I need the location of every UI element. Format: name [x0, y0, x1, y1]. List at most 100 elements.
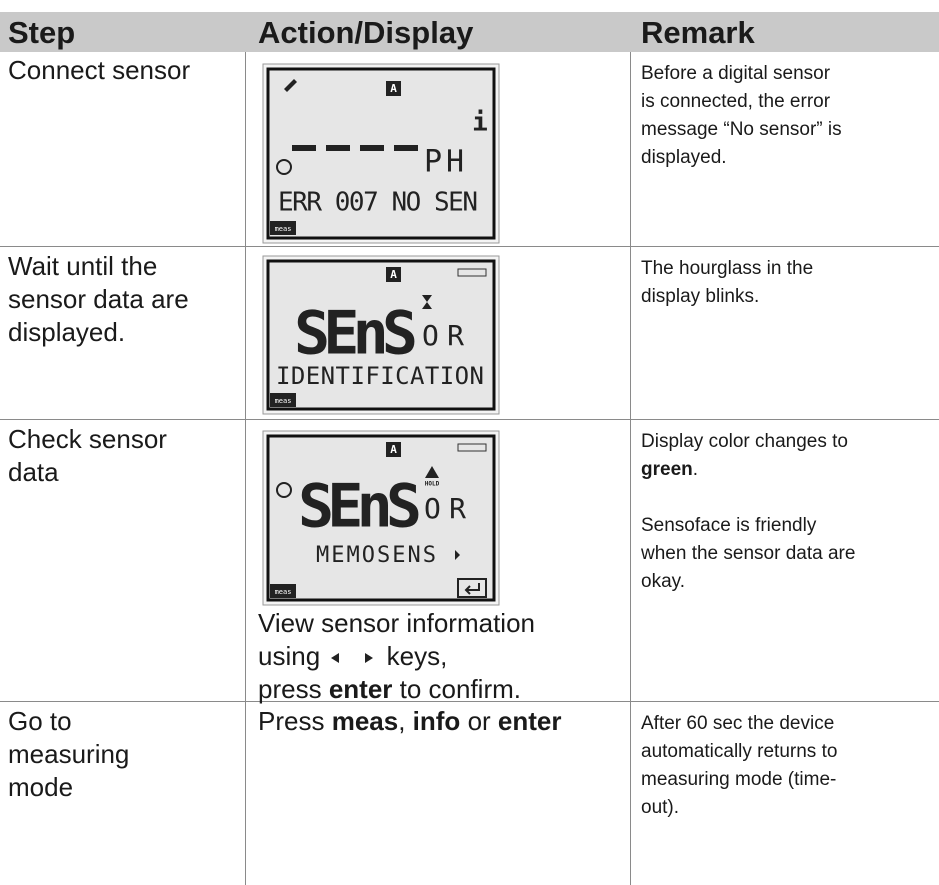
action-cell: Press meas, info or enter	[258, 705, 562, 738]
lcd-channel: A	[390, 82, 397, 95]
step-cell: Check sensor data	[8, 423, 167, 489]
action-text: Press	[258, 706, 325, 736]
remark-text: .	[692, 459, 699, 480]
remark-line: automatically returns to	[641, 741, 838, 762]
step-line: mode	[8, 772, 74, 802]
lcd-main: SEnS	[298, 472, 422, 542]
step-line: data	[8, 457, 59, 487]
lcd-mode: meas	[275, 397, 292, 405]
lcd-hourglass	[422, 295, 432, 309]
remark-line: Before a digital sensor	[641, 63, 831, 84]
lcd-main: SEnS	[294, 299, 418, 369]
arrow-keys-icon	[331, 653, 374, 664]
action-text: using	[258, 641, 321, 671]
column-divider	[245, 52, 246, 885]
step-cell: Wait until the sensor data are displayed…	[8, 250, 189, 349]
action-key: enter	[497, 706, 562, 736]
lcd-display: A i PH ERR 007 NO SEN meas	[262, 63, 500, 244]
row-divider	[0, 246, 939, 247]
lcd-channel: A	[390, 443, 397, 456]
remark-line: display blinks.	[641, 286, 760, 307]
action-cell: View sensor information using keys, pres…	[258, 607, 535, 706]
action-key: enter	[328, 674, 393, 704]
header-cell: Action/Display	[258, 15, 474, 50]
remark-line: out).	[641, 797, 680, 818]
lcd-dash	[326, 145, 350, 151]
action-text: ,	[398, 706, 406, 736]
lcd-mode: meas	[275, 588, 292, 596]
action-text: to confirm.	[399, 674, 521, 704]
spacer	[641, 484, 855, 512]
remark-line: okay.	[641, 571, 686, 592]
lcd-message: ERR 007 NO SEN	[278, 188, 478, 218]
lcd-message: IDENTIFICATION	[276, 362, 484, 390]
step-line: sensor data are	[8, 284, 189, 314]
action-line: View sensor information	[258, 608, 535, 638]
lcd-mode-box	[270, 584, 296, 598]
step-cell: Connect sensor	[8, 54, 190, 87]
action-key: info	[412, 706, 461, 736]
remark-cell: Before a digital sensor is connected, th…	[641, 60, 842, 172]
lcd-dash	[394, 145, 418, 151]
lcd-dash	[292, 145, 316, 151]
action-key: meas	[331, 706, 399, 736]
row-divider	[0, 701, 939, 702]
action-line: press enter to confirm.	[258, 673, 535, 706]
lcd-display: A SEnS OR IDENTIFICATION meas	[262, 255, 500, 415]
remark-line: The hourglass in the	[641, 258, 814, 279]
lcd-enter-icon	[464, 583, 480, 595]
action-text: keys,	[386, 641, 448, 671]
lcd-mode: meas	[275, 225, 292, 233]
remark-line: Display color changes to	[641, 431, 848, 452]
lcd-screen	[266, 67, 496, 240]
lcd-sensoface	[276, 159, 292, 175]
lcd-arrow	[455, 550, 460, 560]
row-divider	[0, 419, 939, 420]
remark-line: message “No sensor” is	[641, 119, 842, 140]
lcd-channel: A	[390, 268, 397, 281]
lcd-icon	[386, 81, 401, 96]
step-line: Connect sensor	[8, 55, 191, 85]
lcd-sensoface	[276, 482, 292, 498]
lcd-icon	[457, 443, 487, 452]
lcd-mode-box	[270, 393, 296, 407]
lcd-icon	[386, 267, 401, 282]
remark-cell: The hourglass in the display blinks.	[641, 255, 813, 311]
remark-line: displayed.	[641, 147, 727, 168]
lcd-icon	[284, 79, 297, 92]
lcd-dash	[360, 145, 384, 151]
lcd-icon	[386, 442, 401, 457]
step-line: Wait until the	[8, 251, 158, 281]
remark-bold: green	[641, 459, 693, 480]
lcd-screen	[266, 434, 496, 602]
remark-cell: Display color changes to green. Sensofac…	[641, 428, 855, 596]
lcd-info: i	[472, 108, 488, 138]
arrow-icon	[331, 653, 374, 664]
step-cell: Go to measuring mode	[8, 705, 129, 804]
remark-line: when the sensor data are	[641, 543, 856, 564]
action-text: or	[467, 706, 491, 736]
step-line: Check sensor	[8, 424, 167, 454]
remark-line: After 60 sec the device	[641, 713, 835, 734]
lcd-screen	[266, 259, 496, 411]
action-text: press	[258, 674, 322, 704]
lcd-icon	[425, 466, 439, 478]
step-line: measuring	[8, 739, 130, 769]
remark-line: green.	[641, 456, 855, 484]
action-line: using keys,	[258, 640, 535, 673]
lcd-enter-icon	[457, 578, 487, 598]
column-divider	[630, 52, 631, 885]
lcd-hold: HOLD	[425, 481, 440, 488]
step-line: Go to	[8, 706, 72, 736]
remark-line: is connected, the error	[641, 91, 831, 112]
lcd-mode-box	[270, 221, 296, 235]
header-bar	[0, 12, 939, 52]
remark-cell: After 60 sec the device automatically re…	[641, 710, 837, 822]
header-cell: Step	[8, 15, 76, 50]
remark-line: measuring mode (time-	[641, 769, 837, 790]
lcd-icon	[457, 268, 487, 277]
remark-line: Sensoface is friendly	[641, 515, 817, 536]
step-line: displayed.	[8, 317, 126, 347]
header-cell: Remark	[641, 15, 755, 50]
